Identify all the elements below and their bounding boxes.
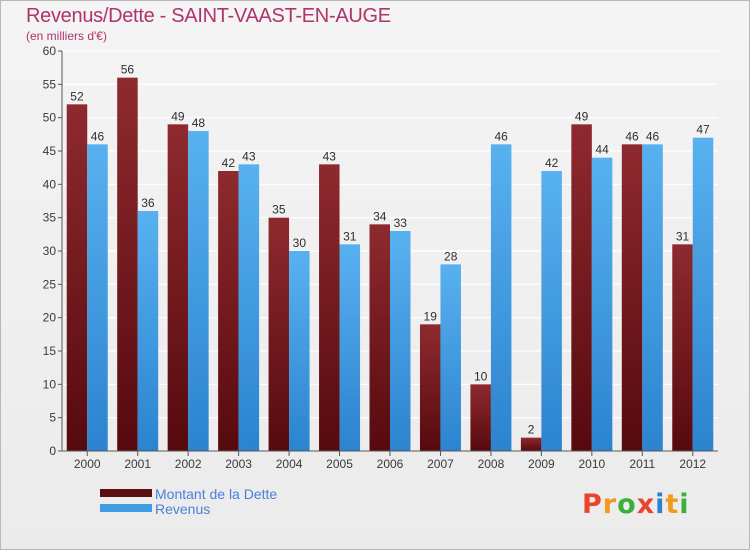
bar-dette bbox=[520, 437, 542, 451]
bar-dette bbox=[66, 104, 88, 451]
logo-letter: i bbox=[679, 489, 690, 520]
logo-letter: o bbox=[617, 489, 637, 520]
data-label: 46 bbox=[625, 129, 639, 143]
logo-letter: x bbox=[636, 489, 656, 520]
data-label: 36 bbox=[141, 196, 155, 210]
data-label: 46 bbox=[494, 129, 508, 143]
x-tick-label: 2000 bbox=[74, 457, 101, 471]
x-tick-label: 2009 bbox=[528, 457, 555, 471]
logo-letter: r bbox=[602, 489, 618, 520]
logo-letter: t bbox=[665, 489, 680, 520]
data-label: 44 bbox=[595, 143, 609, 157]
data-label: 42 bbox=[222, 156, 236, 170]
data-label: 28 bbox=[444, 249, 458, 263]
bar-revenus bbox=[440, 264, 461, 451]
x-tick-label: 2004 bbox=[276, 457, 303, 471]
logo-letter: i bbox=[655, 489, 666, 520]
bar-dette bbox=[268, 217, 290, 451]
data-label: 46 bbox=[646, 129, 660, 143]
bar-revenus bbox=[339, 244, 361, 451]
bar-revenus bbox=[238, 164, 260, 452]
bar-dette bbox=[419, 324, 441, 451]
x-tick-label: 2001 bbox=[124, 457, 151, 471]
bar-dette bbox=[571, 124, 592, 451]
x-tick-label: 2003 bbox=[225, 457, 252, 471]
proxiti-logo: Proxiti bbox=[582, 489, 690, 520]
bar-revenus bbox=[87, 144, 108, 452]
bar-revenus bbox=[591, 157, 613, 451]
legend-swatch-dette bbox=[100, 489, 152, 497]
data-label: 48 bbox=[192, 116, 206, 130]
data-label: 33 bbox=[394, 216, 408, 230]
data-label: 10 bbox=[474, 369, 488, 383]
bar-revenus bbox=[642, 144, 663, 452]
bar-revenus bbox=[541, 171, 562, 451]
bar-dette bbox=[167, 124, 189, 451]
y-tick-label: 15 bbox=[43, 344, 57, 358]
y-tick-label: 10 bbox=[43, 377, 57, 391]
data-label: 35 bbox=[272, 203, 286, 217]
bar-revenus bbox=[390, 231, 411, 451]
x-tick-label: 2002 bbox=[175, 457, 202, 471]
legend-label-revenus: Revenus bbox=[155, 501, 211, 517]
data-label: 34 bbox=[373, 209, 387, 223]
bar-revenus bbox=[188, 131, 209, 451]
x-tick-label: 2008 bbox=[478, 457, 505, 471]
data-label: 52 bbox=[70, 89, 84, 103]
data-label: 42 bbox=[545, 156, 559, 170]
y-tick-label: 50 bbox=[43, 111, 57, 125]
bar-dette bbox=[369, 224, 390, 451]
y-tick-label: 35 bbox=[43, 211, 57, 225]
chart-subtitle: (en milliers d'€) bbox=[26, 29, 107, 43]
bar-dette bbox=[117, 77, 138, 452]
bar-dette bbox=[319, 164, 340, 452]
legend-swatch-revenus bbox=[100, 504, 152, 512]
bar-revenus bbox=[137, 211, 159, 451]
y-tick-label: 60 bbox=[43, 44, 57, 58]
data-label: 19 bbox=[424, 309, 438, 323]
data-label: 43 bbox=[242, 149, 256, 163]
data-label: 47 bbox=[696, 123, 710, 137]
data-label: 30 bbox=[293, 236, 307, 250]
data-label: 49 bbox=[575, 109, 589, 123]
data-label: 31 bbox=[676, 229, 690, 243]
data-label: 56 bbox=[121, 63, 135, 77]
bar-dette bbox=[621, 144, 643, 452]
y-tick-label: 55 bbox=[43, 77, 57, 91]
y-tick-label: 30 bbox=[43, 244, 57, 258]
legend-label-dette: Montant de la Dette bbox=[155, 486, 278, 502]
y-tick-label: 25 bbox=[43, 277, 57, 291]
x-tick-label: 2011 bbox=[629, 457, 655, 471]
bar-revenus bbox=[692, 137, 714, 451]
logo-letter: P bbox=[582, 489, 603, 520]
bar-dette bbox=[218, 171, 239, 451]
x-tick-label: 2005 bbox=[326, 457, 353, 471]
y-tick-label: 40 bbox=[43, 177, 57, 191]
x-tick-label: 2007 bbox=[427, 457, 454, 471]
y-tick-label: 20 bbox=[43, 311, 57, 325]
bar-revenus bbox=[490, 144, 512, 452]
data-label: 46 bbox=[91, 129, 105, 143]
y-tick-label: 5 bbox=[49, 411, 56, 425]
x-tick-label: 2010 bbox=[578, 457, 605, 471]
bar-dette bbox=[470, 384, 491, 451]
data-label: 43 bbox=[323, 149, 337, 163]
x-tick-label: 2012 bbox=[679, 457, 706, 471]
y-tick-label: 0 bbox=[49, 444, 56, 458]
data-label: 2 bbox=[528, 423, 535, 437]
chart-title: Revenus/Dette - SAINT-VAAST-EN-AUGE bbox=[26, 5, 391, 27]
data-label: 31 bbox=[343, 229, 357, 243]
y-tick-label: 45 bbox=[43, 144, 57, 158]
data-label: 49 bbox=[171, 109, 185, 123]
bar-dette bbox=[672, 244, 693, 451]
x-tick-label: 2006 bbox=[377, 457, 404, 471]
bar-revenus bbox=[289, 251, 310, 451]
